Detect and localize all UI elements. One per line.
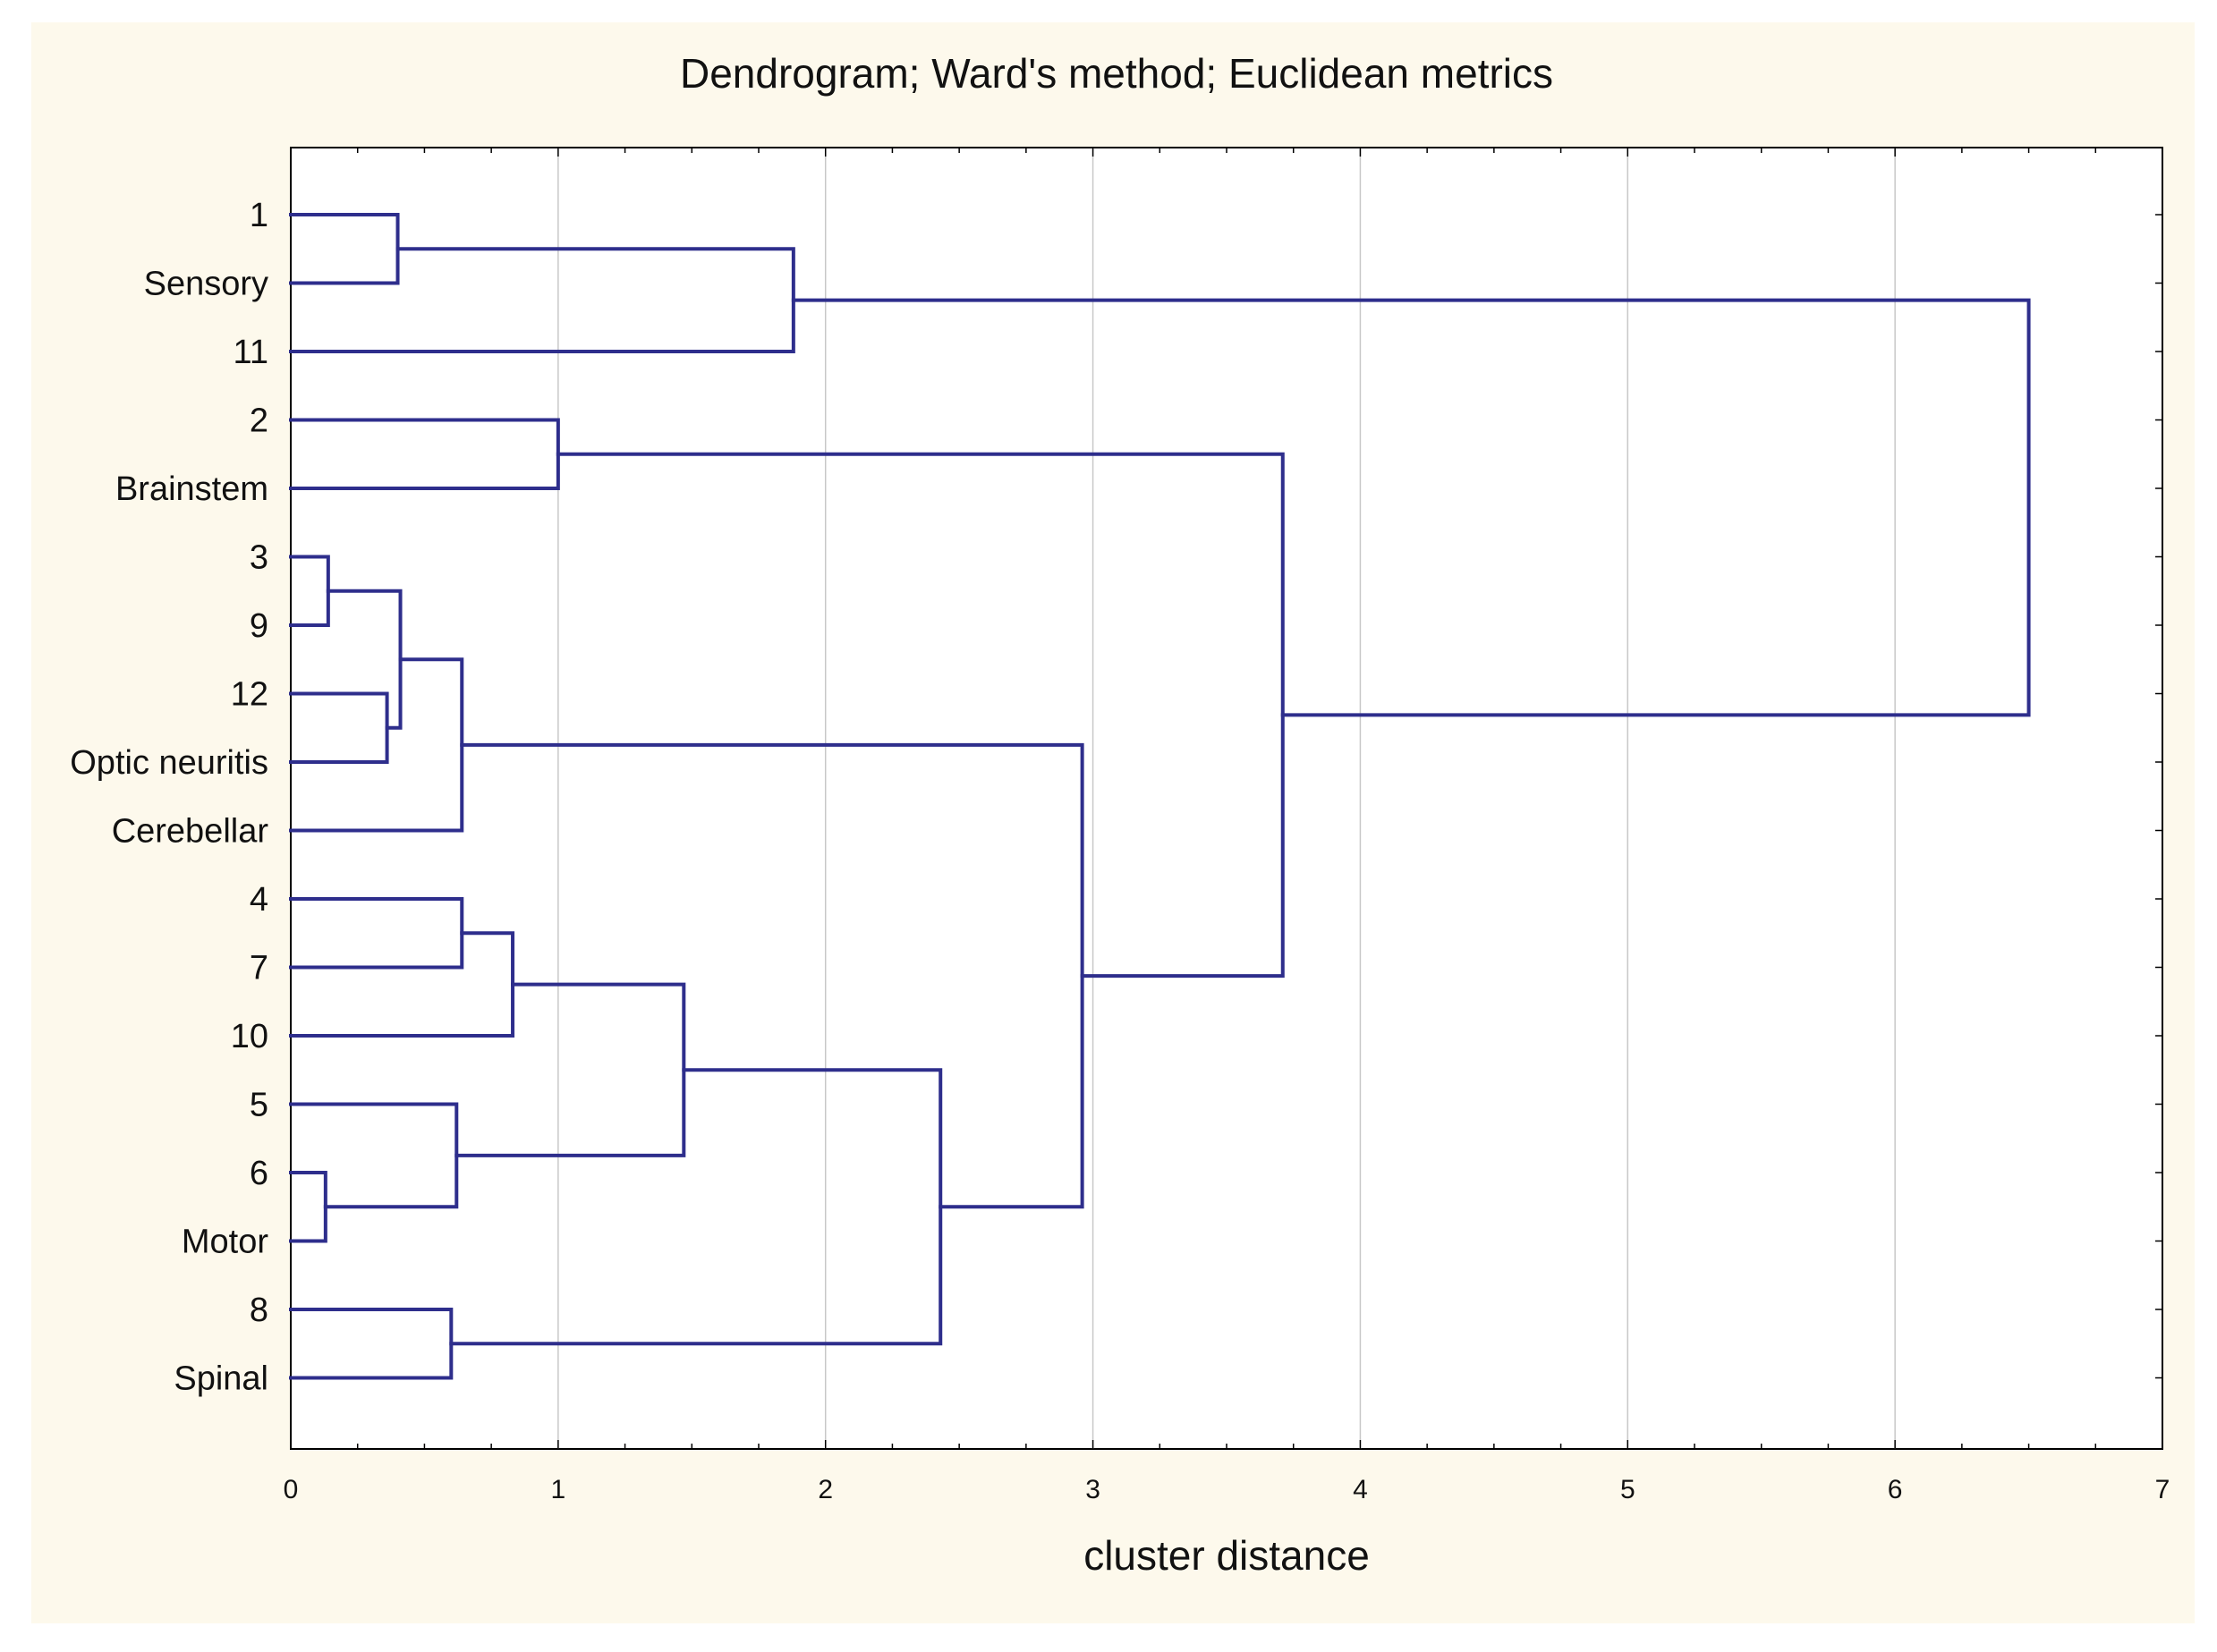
leaf-label: 2: [250, 402, 268, 440]
leaf-label: Sensory: [144, 266, 268, 303]
x-axis-tick-labels: 0 1 2 3 4 5 6 7: [284, 1475, 2170, 1504]
plot-area: [290, 147, 2163, 1450]
dendrogram-links: [289, 213, 2031, 1380]
x-tick-label-3: 3: [1085, 1475, 1100, 1504]
leaf-label: Spinal: [174, 1360, 268, 1398]
leaf-label: 10: [231, 1018, 268, 1055]
leaf-label: Motor: [182, 1224, 268, 1261]
leaf-label: 9: [250, 607, 268, 645]
x-tick-label-0: 0: [284, 1475, 299, 1504]
leaf-label: 11: [234, 334, 268, 371]
leaf-label: 6: [250, 1155, 268, 1192]
leaf-label: 8: [250, 1292, 268, 1329]
leaf-label: Optic neuritis: [70, 744, 268, 782]
x-tick-label-5: 5: [1620, 1475, 1635, 1504]
x-tick-label-1: 1: [551, 1475, 566, 1504]
leaf-label: 7: [250, 950, 268, 987]
leaf-label: 12: [231, 676, 268, 714]
x-tick-label-7: 7: [2155, 1475, 2170, 1504]
vertical-gridlines: [557, 148, 1896, 1449]
leaf-label: 4: [250, 881, 268, 919]
x-axis-label: cluster distance: [1083, 1532, 1370, 1579]
leaf-label: 3: [250, 539, 268, 577]
leaf-label: Brainstem: [115, 470, 268, 508]
x-tick-label-6: 6: [1888, 1475, 1903, 1504]
leaf-label: 5: [250, 1087, 268, 1124]
x-tick-label-2: 2: [818, 1475, 833, 1504]
y-axis-leaf-labels: 1 Sensory 11 2 Brainstem 3 9 12 Optic neuritis Ce…: [70, 197, 268, 1398]
leaf-label: Cerebellar: [112, 813, 269, 851]
x-tick-label-4: 4: [1353, 1475, 1368, 1504]
chart-title: Dendrogram; Ward's method; Euclidean met…: [680, 50, 1553, 97]
dendrogram-link-16: [791, 298, 2031, 717]
leaf-label: 1: [250, 197, 268, 234]
